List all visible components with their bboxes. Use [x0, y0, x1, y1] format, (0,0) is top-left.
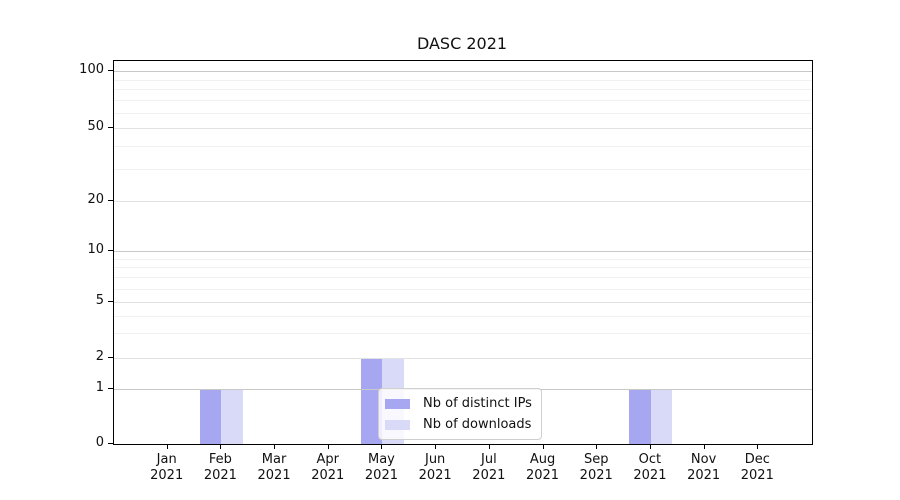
gridline-minor-80	[114, 89, 812, 91]
x-tick-mark-oct	[649, 444, 651, 449]
x-tick-mark-sep	[596, 444, 598, 449]
x-tick-month: May	[368, 452, 395, 467]
x-tick-mark-nov	[703, 444, 705, 449]
y-tick-label-50: 50	[87, 118, 104, 134]
gridline-minor-8	[114, 267, 812, 269]
x-tick-year: 2021	[633, 468, 667, 483]
y-tick-label-100: 100	[79, 61, 104, 77]
x-tick-month: Mar	[261, 452, 287, 467]
y-tick-label-5: 5	[95, 292, 104, 308]
y-tick-label-0: 0	[95, 435, 104, 450]
y-tick-mark-50	[108, 126, 113, 128]
x-tick-mark-jan	[166, 444, 168, 449]
y-tick-mark-5	[108, 300, 113, 302]
x-tick-month: Aug	[529, 452, 556, 467]
x-tick-year: 2021	[364, 468, 398, 483]
x-tick-month: Dec	[744, 452, 770, 467]
y-tick-label-2: 2	[95, 349, 104, 365]
x-tick-year: 2021	[150, 468, 184, 483]
gridline-20	[114, 200, 812, 202]
x-tick-mark-dec	[757, 444, 759, 449]
x-tick-year: 2021	[472, 468, 506, 483]
x-tick-year: 2021	[418, 468, 452, 483]
bar-nb-of-distinct-ips-feb-2021	[199, 389, 222, 444]
legend-label-downloads: Nb of downloads	[423, 417, 532, 432]
gridline-100	[114, 70, 812, 72]
y-tick-label-20: 20	[87, 191, 104, 207]
gridline-2	[114, 358, 812, 360]
bar-nb-of-downloads-oct-2021	[650, 389, 673, 444]
x-tick-month: Jul	[481, 452, 497, 467]
x-tick-label-jan: Jan 2021	[139, 452, 195, 484]
y-tick-mark-100	[108, 69, 113, 71]
x-tick-mark-feb	[220, 444, 222, 449]
gridline-minor-3	[114, 333, 812, 335]
x-tick-year: 2021	[203, 468, 237, 483]
x-tick-year: 2021	[740, 468, 774, 483]
y-tick-mark-2	[108, 357, 113, 359]
x-tick-label-sep: Sep 2021	[568, 452, 624, 484]
x-tick-mark-jun	[435, 444, 437, 449]
x-tick-label-apr: Apr 2021	[300, 452, 356, 484]
legend-item-downloads: Nb of downloads	[385, 416, 532, 433]
gridline-10	[114, 251, 812, 252]
x-tick-label-may: May 2021	[353, 452, 409, 484]
gridline-5	[114, 301, 812, 303]
x-tick-label-jun: Jun 2021	[407, 452, 463, 484]
x-tick-label-mar: Mar 2021	[246, 452, 302, 484]
gridline-50	[114, 127, 812, 129]
y-tick-mark-0	[108, 443, 113, 444]
gridline-minor-90	[114, 79, 812, 81]
gridline-minor-6	[114, 288, 812, 290]
gridline-minor-4	[114, 315, 812, 317]
x-tick-month: Sep	[583, 452, 609, 467]
legend-swatch-distinct-ips	[385, 398, 410, 409]
x-tick-month: Jun	[424, 452, 446, 467]
x-tick-year: 2021	[257, 468, 291, 483]
x-tick-month: Jan	[156, 452, 177, 467]
legend: Nb of distinct IPs Nb of downloads	[378, 388, 542, 440]
x-tick-mark-apr	[327, 444, 329, 449]
x-tick-year: 2021	[579, 468, 613, 483]
x-tick-label-dec: Dec 2021	[729, 452, 785, 484]
x-tick-label-oct: Oct 2021	[622, 452, 678, 484]
x-tick-label-nov: Nov 2021	[676, 452, 732, 484]
legend-swatch-downloads	[385, 419, 410, 430]
y-tick-mark-1	[108, 388, 113, 389]
x-tick-month: Nov	[690, 452, 717, 467]
x-tick-mark-may	[381, 444, 383, 449]
legend-item-distinct-ips: Nb of distinct IPs	[385, 395, 532, 412]
x-tick-label-feb: Feb 2021	[192, 452, 248, 484]
gridline-minor-30	[114, 168, 812, 170]
x-tick-year: 2021	[687, 468, 721, 483]
x-tick-mark-jul	[488, 444, 490, 449]
x-tick-year: 2021	[311, 468, 345, 483]
bar-nb-of-distinct-ips-may-2021	[360, 358, 383, 444]
y-tick-label-10: 10	[87, 242, 104, 257]
x-tick-year: 2021	[525, 468, 560, 483]
y-tick-mark-20	[108, 199, 113, 201]
gridline-minor-40	[114, 145, 812, 147]
gridline-minor-70	[114, 100, 812, 102]
gridline-minor-9	[114, 258, 812, 260]
x-tick-mark-mar	[274, 444, 276, 449]
plot-area	[113, 60, 813, 445]
y-tick-mark-10	[108, 250, 113, 251]
chart-title: DASC 2021	[416, 34, 508, 53]
x-tick-label-aug: Aug 2021	[515, 452, 571, 484]
legend-label-distinct-ips: Nb of distinct IPs	[423, 396, 532, 411]
x-tick-mark-aug	[542, 444, 544, 449]
x-tick-month: Oct	[638, 452, 662, 467]
bar-nb-of-distinct-ips-oct-2021	[629, 389, 651, 444]
gridline-minor-60	[114, 112, 812, 114]
x-tick-label-jul: Jul 2021	[461, 452, 517, 484]
bar-nb-of-downloads-feb-2021	[221, 389, 243, 444]
gridline-minor-7	[114, 277, 812, 279]
y-tick-label-1: 1	[95, 380, 104, 395]
x-tick-month: Apr	[316, 452, 340, 467]
x-tick-month: Feb	[208, 452, 232, 467]
